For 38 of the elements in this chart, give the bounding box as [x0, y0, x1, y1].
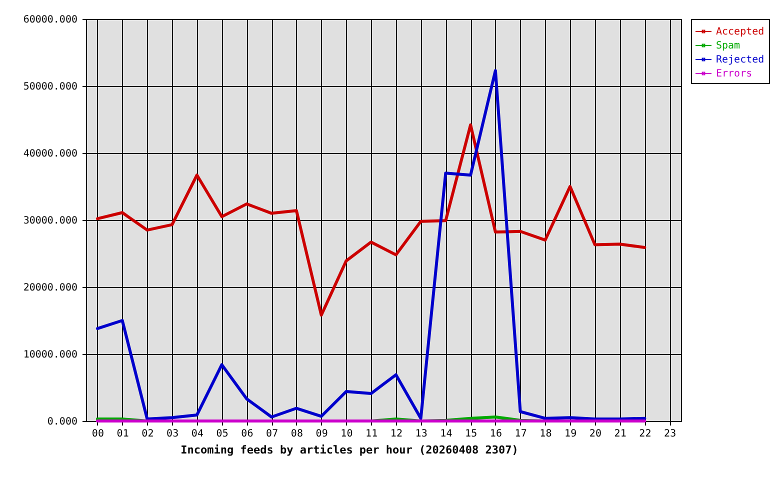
x-tick-label: 19	[564, 428, 577, 440]
legend-label: Spam	[716, 40, 740, 52]
x-tick-label: 10	[340, 428, 353, 440]
x-tick-label: 08	[290, 428, 303, 440]
line-series	[96, 123, 646, 317]
x-tick-label: 00	[92, 428, 104, 440]
x-tick-label: 23	[664, 428, 676, 440]
x-tick-label: 20	[589, 428, 602, 440]
y-tick-label: 30000.000	[23, 216, 78, 226]
legend-label: Accepted	[716, 26, 764, 38]
y-tick-label: 40000.000	[23, 148, 78, 160]
x-tick-label: 01	[116, 428, 129, 440]
x-tick-label: 14	[440, 428, 452, 440]
y-tick-label: 60000.000	[23, 14, 78, 26]
x-tick-label: 17	[514, 428, 527, 440]
x-tick-label: 02	[142, 428, 154, 440]
y-tick-label: 20000.000	[23, 282, 78, 294]
x-tick-label: 03	[166, 428, 179, 440]
x-tick-label: 16	[490, 428, 502, 440]
legend-label: Errors	[716, 68, 752, 80]
x-axis-title: Incoming feeds by articles per hour (20260408 2307)	[180, 444, 518, 456]
x-tick-label: 07	[266, 428, 278, 440]
x-tick-label: 18	[540, 428, 552, 440]
line-series	[96, 69, 646, 420]
y-tick-label: 10000.000	[23, 350, 78, 360]
legend-label: Rejected	[716, 54, 764, 66]
x-tick-label: 09	[316, 428, 328, 440]
x-tick-label: 13	[415, 428, 428, 440]
x-tick-label: 12	[390, 428, 402, 440]
x-tick-label: 11	[366, 428, 378, 440]
x-tick-label: 15	[465, 428, 478, 440]
x-tick-label: 22	[639, 428, 652, 440]
y-tick-label: 0.000	[47, 416, 78, 428]
x-tick-label: 05	[216, 428, 228, 440]
x-tick-label: 06	[241, 428, 254, 440]
x-tick-label: 04	[191, 428, 204, 440]
x-tick-label: 21	[614, 428, 626, 440]
y-tick-label: 50000.000	[23, 82, 78, 92]
